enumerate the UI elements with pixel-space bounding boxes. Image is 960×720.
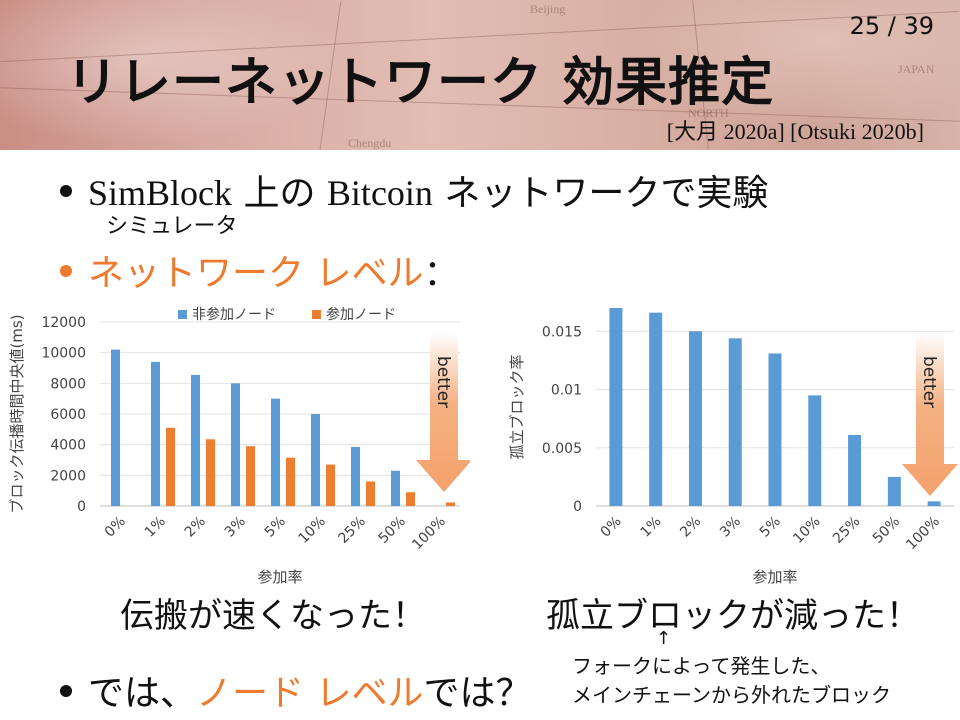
bullet-text: では？	[423, 673, 532, 714]
better-arrow-icon	[902, 332, 958, 496]
bullet-dot	[60, 185, 72, 197]
bar	[286, 457, 295, 506]
bullet-simblock: SimBlock 上の Bitcoin ネットワークで実験	[60, 164, 768, 216]
bar	[246, 446, 255, 506]
legend-swatch	[178, 310, 187, 319]
x-axis-label: 参加率	[752, 568, 797, 586]
bar	[927, 501, 941, 506]
map-word: Beijing	[530, 2, 566, 16]
x-tick-label: 100%	[903, 514, 943, 554]
bar	[649, 312, 663, 506]
x-tick-label: 0%	[102, 514, 129, 541]
note-line: フォークによって発生した、	[572, 654, 831, 678]
bullet-text: 上の	[232, 173, 327, 214]
bar	[768, 353, 782, 506]
propagation-time-chart: 0 2000 4000 6000 8000 10000 12000 0% 1% 2% 3% 5% 10%…	[8, 306, 470, 586]
legend-swatch	[312, 310, 321, 319]
page-number: 25 / 39	[849, 12, 934, 40]
y-tick-label: 0.015	[542, 324, 582, 340]
up-arrow-icon: ↑	[656, 628, 672, 649]
y-tick-label: 0.005	[542, 441, 582, 457]
bar	[808, 395, 822, 506]
legend-label: 非参加ノード	[192, 306, 276, 323]
bar	[326, 464, 335, 506]
bar	[887, 476, 901, 506]
bullet-text: ネットワークで実験	[432, 173, 769, 214]
x-tick-label: 2%	[677, 514, 704, 541]
better-label: better	[433, 356, 453, 408]
note-line: メインチェーンから外れたブロック	[572, 683, 891, 707]
x-tick-label: 1%	[637, 514, 664, 541]
bar	[271, 398, 280, 506]
bar	[311, 414, 320, 506]
bar	[166, 427, 175, 506]
y-tick-label: 10000	[41, 346, 86, 362]
y-tick-label: 8000	[50, 376, 86, 392]
bar	[446, 502, 455, 506]
x-tick-label: 5%	[262, 514, 289, 541]
map-word: NORTH	[688, 106, 729, 120]
bar	[231, 383, 240, 506]
bullet-text: では、	[88, 673, 197, 714]
references: [大月 2020a] [Otsuki 2020b]	[666, 119, 924, 144]
x-tick-label: 50%	[376, 514, 409, 547]
bar	[688, 331, 702, 506]
y-axis-label: 孤立ブロック率	[508, 354, 526, 459]
legend-label: 参加ノード	[326, 306, 396, 323]
x-tick-label: 10%	[296, 514, 329, 547]
bar	[111, 349, 120, 506]
x-axis-label: 参加率	[257, 568, 302, 586]
bullet-text: ：	[423, 253, 460, 294]
x-tick-label: 2%	[182, 514, 209, 541]
bar	[848, 434, 862, 506]
x-tick-label: 3%	[222, 514, 249, 541]
y-tick-label: 0.01	[551, 383, 582, 399]
better-label: better	[919, 356, 939, 408]
x-tick-label: 1%	[142, 514, 169, 541]
bullet-dot	[60, 265, 72, 277]
x-tick-label: 10%	[790, 514, 823, 547]
bar	[366, 481, 375, 506]
simulator-note: シミュレータ	[106, 214, 238, 239]
y-tick-label: 12000	[41, 315, 86, 331]
x-tick-label: 50%	[870, 514, 903, 547]
bar	[206, 439, 215, 506]
map-word: JAPAN	[898, 62, 935, 76]
x-tick-label: 25%	[336, 514, 369, 547]
y-tick-label: 2000	[50, 468, 86, 484]
bar	[151, 361, 160, 506]
bullet-node-level: では、ノード レベルでは？	[60, 664, 531, 716]
bar	[351, 446, 360, 506]
y-tick-label: 6000	[50, 407, 86, 423]
bullet-network-level: ネットワーク レベル：	[60, 244, 459, 296]
bitcoin-text: Bitcoin	[326, 173, 433, 213]
bar	[406, 492, 415, 506]
y-axis-label: ブロック伝播時間中央値(ms)	[8, 314, 26, 513]
orphan-rate-chart: 0 0.005 0.01 0.015 0% 1% 2% 3% 5% 10% 25% 50% 100% 参加…	[508, 308, 958, 586]
y-tick-label: 0	[77, 499, 86, 515]
y-tick-label: 0	[573, 499, 582, 515]
x-tick-label: 0%	[598, 514, 625, 541]
x-tick-label: 25%	[830, 514, 863, 547]
slide-title: リレーネットワーク 効果推定	[66, 53, 775, 113]
bar	[609, 308, 623, 506]
network-level-text: ネットワーク レベル	[88, 253, 424, 294]
x-tick-label: 100%	[409, 514, 449, 554]
bar	[391, 470, 400, 506]
right-caption: 孤立ブロックが減った！	[546, 596, 920, 636]
orphan-note: フォークによって発生した、 メインチェーンから外れたブロック	[572, 652, 891, 710]
better-arrow-icon	[416, 332, 470, 492]
x-tick-label: 5%	[757, 514, 784, 541]
map-word: Chengdu	[348, 136, 392, 150]
simblock-text: SimBlock	[88, 173, 233, 213]
x-tick-label: 3%	[717, 514, 744, 541]
node-level-text: ノード レベル	[196, 673, 424, 714]
left-caption: 伝搬が速くなった！	[120, 596, 426, 636]
header-banner: Beijing JAPAN NORTH Chengdu	[0, 0, 960, 150]
bullet-dot	[60, 685, 72, 697]
bar	[728, 338, 742, 506]
y-tick-label: 4000	[50, 438, 86, 454]
bar	[191, 374, 200, 506]
